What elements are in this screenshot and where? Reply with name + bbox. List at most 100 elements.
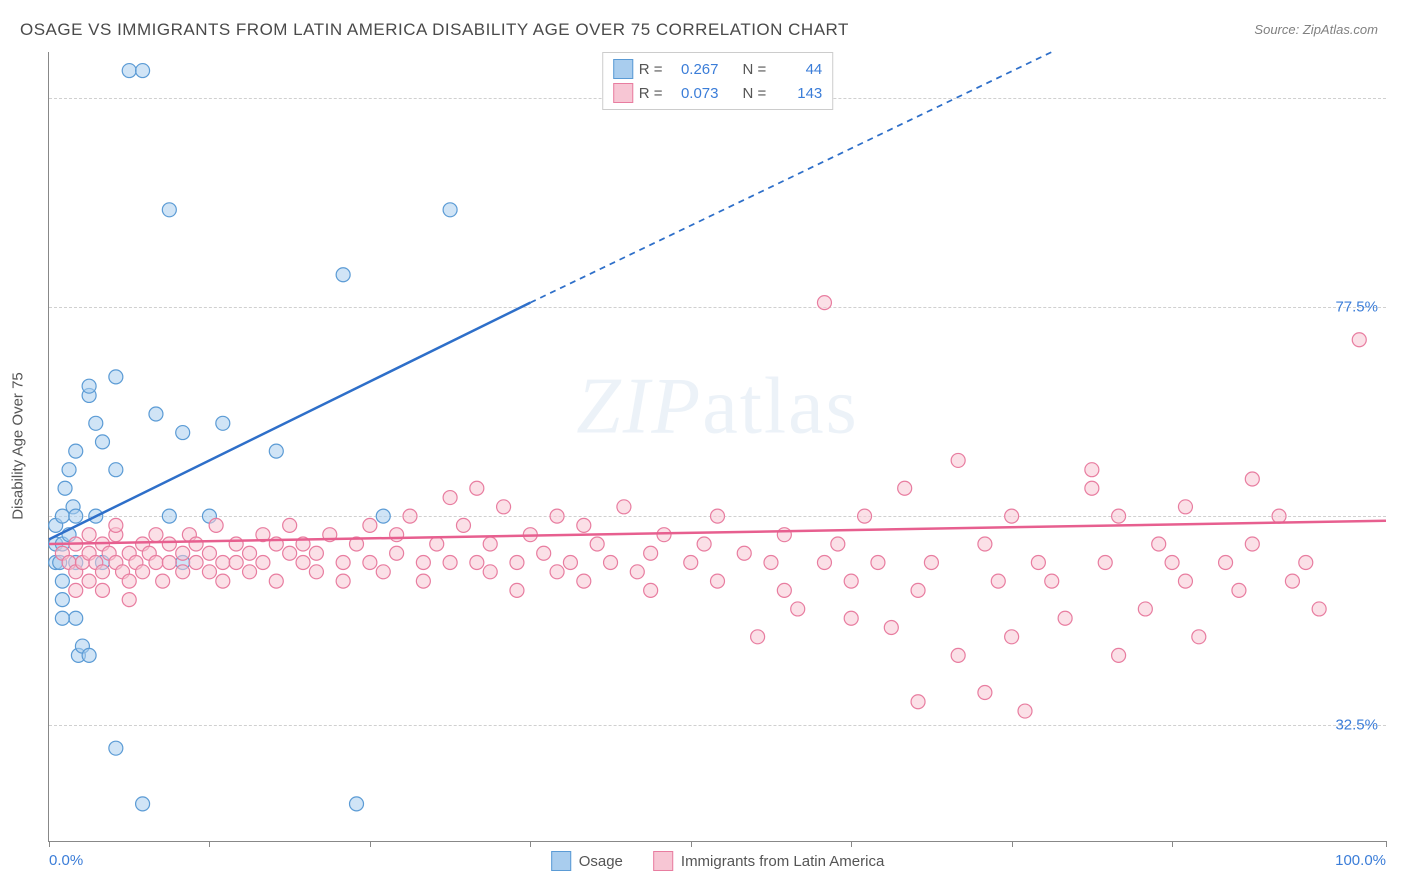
legend-swatch-osage	[613, 59, 633, 79]
scatter-point-immigrants	[1178, 574, 1192, 588]
scatter-point-immigrants	[684, 556, 698, 570]
scatter-point-immigrants	[256, 556, 270, 570]
legend-label: Immigrants from Latin America	[681, 853, 884, 870]
x-tick	[851, 841, 852, 847]
x-tick	[370, 841, 371, 847]
scatter-point-osage	[162, 203, 176, 217]
scatter-point-osage	[69, 509, 83, 523]
source-label: Source:	[1254, 22, 1299, 37]
x-tick-label: 100.0%	[1335, 852, 1386, 869]
scatter-point-immigrants	[844, 611, 858, 625]
scatter-point-immigrants	[390, 546, 404, 560]
scatter-point-immigrants	[844, 574, 858, 588]
scatter-point-immigrants	[1352, 333, 1366, 347]
scatter-point-immigrants	[136, 565, 150, 579]
scatter-point-immigrants	[109, 518, 123, 532]
scatter-point-immigrants	[1085, 481, 1099, 495]
scatter-point-immigrants	[363, 556, 377, 570]
scatter-point-osage	[109, 370, 123, 384]
scatter-point-immigrants	[202, 565, 216, 579]
scatter-point-immigrants	[69, 583, 83, 597]
scatter-point-immigrants	[1299, 556, 1313, 570]
scatter-point-immigrants	[978, 685, 992, 699]
scatter-point-immigrants	[577, 574, 591, 588]
scatter-point-osage	[269, 444, 283, 458]
x-tick	[49, 841, 50, 847]
scatter-point-immigrants	[243, 546, 257, 560]
plot-area: ZIPatlas 32.5%77.5% 0.0%100.0% R = 0.267…	[48, 52, 1386, 842]
scatter-point-osage	[162, 509, 176, 523]
scatter-point-osage	[443, 203, 457, 217]
scatter-point-immigrants	[1098, 556, 1112, 570]
scatter-point-immigrants	[1272, 509, 1286, 523]
x-tick-label: 0.0%	[49, 852, 83, 869]
scatter-point-osage	[136, 797, 150, 811]
scatter-point-immigrants	[189, 556, 203, 570]
scatter-point-immigrants	[777, 528, 791, 542]
scatter-point-immigrants	[122, 574, 136, 588]
scatter-point-immigrants	[737, 546, 751, 560]
legend-n-value-immigrants: 143	[772, 85, 822, 102]
scatter-point-immigrants	[1245, 537, 1259, 551]
correlation-legend: R = 0.267 N = 44 R = 0.073 N = 143	[602, 52, 834, 110]
scatter-point-immigrants	[898, 481, 912, 495]
source-link[interactable]: ZipAtlas.com	[1303, 22, 1378, 37]
scatter-point-immigrants	[951, 453, 965, 467]
scatter-point-immigrants	[1018, 704, 1032, 718]
scatter-point-immigrants	[911, 695, 925, 709]
scatter-point-immigrants	[216, 574, 230, 588]
scatter-point-osage	[376, 509, 390, 523]
scatter-point-osage	[62, 463, 76, 477]
series-legend: OsageImmigrants from Latin America	[551, 851, 885, 871]
scatter-point-immigrants	[590, 537, 604, 551]
scatter-point-immigrants	[1165, 556, 1179, 570]
scatter-point-osage	[55, 593, 69, 607]
scatter-point-immigrants	[283, 546, 297, 560]
legend-row-osage: R = 0.267 N = 44	[613, 57, 823, 81]
scatter-point-immigrants	[122, 593, 136, 607]
scatter-point-immigrants	[483, 537, 497, 551]
scatter-point-immigrants	[430, 537, 444, 551]
scatter-point-osage	[55, 574, 69, 588]
scatter-point-immigrants	[644, 583, 658, 597]
legend-r-label: R =	[639, 61, 663, 78]
legend-swatch	[551, 851, 571, 871]
scatter-point-immigrants	[470, 481, 484, 495]
scatter-point-immigrants	[269, 574, 283, 588]
x-tick	[530, 841, 531, 847]
scatter-point-immigrants	[456, 518, 470, 532]
scatter-point-osage	[350, 797, 364, 811]
scatter-point-immigrants	[443, 556, 457, 570]
scatter-point-immigrants	[309, 565, 323, 579]
scatter-point-osage	[149, 407, 163, 421]
scatter-point-immigrants	[416, 574, 430, 588]
scatter-point-osage	[69, 611, 83, 625]
scatter-point-osage	[58, 481, 72, 495]
scatter-point-immigrants	[243, 565, 257, 579]
legend-row-immigrants: R = 0.073 N = 143	[613, 81, 823, 105]
scatter-point-immigrants	[1192, 630, 1206, 644]
scatter-point-immigrants	[657, 528, 671, 542]
scatter-point-immigrants	[216, 556, 230, 570]
scatter-point-immigrants	[924, 556, 938, 570]
scatter-point-immigrants	[831, 537, 845, 551]
scatter-point-immigrants	[176, 546, 190, 560]
scatter-point-immigrants	[711, 574, 725, 588]
scatter-point-immigrants	[550, 509, 564, 523]
scatter-point-immigrants	[1085, 463, 1099, 477]
scatter-point-immigrants	[884, 621, 898, 635]
scatter-point-osage	[109, 741, 123, 755]
legend-item-immigrants: Immigrants from Latin America	[653, 851, 884, 871]
scatter-point-immigrants	[162, 556, 176, 570]
scatter-point-immigrants	[791, 602, 805, 616]
scatter-point-osage	[55, 611, 69, 625]
scatter-point-immigrants	[1112, 509, 1126, 523]
scatter-point-immigrants	[978, 537, 992, 551]
legend-r-label: R =	[639, 85, 663, 102]
scatter-point-immigrants	[443, 491, 457, 505]
scatter-point-immigrants	[751, 630, 765, 644]
scatter-point-immigrants	[911, 583, 925, 597]
legend-swatch	[653, 851, 673, 871]
scatter-point-immigrants	[711, 509, 725, 523]
scatter-point-immigrants	[1138, 602, 1152, 616]
